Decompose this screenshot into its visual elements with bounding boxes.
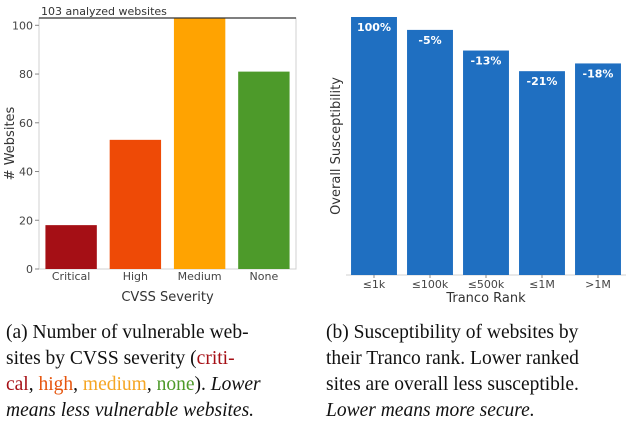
caption-b-line1: (b) Susceptibility of websites by	[326, 322, 579, 343]
bar-rank	[463, 50, 509, 275]
y-axis-title: Overall Susceptibility	[329, 77, 344, 215]
caption-b-line4: Lower means more secure.	[326, 398, 579, 424]
bar-critical	[45, 225, 97, 269]
caption-a-text: sites by CVSS severity (	[6, 348, 197, 369]
bar-none	[238, 71, 290, 269]
caption-a-italic-end: means less vulnerable websites.	[6, 400, 255, 421]
caption-a-line2: sites by CVSS severity (criti-	[6, 346, 261, 372]
annotation-label: 103 analyzed websites	[41, 5, 167, 18]
caption-a-line1: (a) Number of vulnerable web-	[6, 322, 249, 343]
data-label: -5%	[418, 34, 441, 47]
x-tick-label: None	[250, 270, 279, 283]
x-axis-title: CVSS Severity	[121, 290, 214, 305]
caption-a-medium: medium	[82, 374, 147, 395]
bar-rank	[351, 17, 397, 275]
bar-rank	[407, 29, 453, 276]
x-axis-title: Tranco Rank	[445, 291, 526, 306]
caption-a-sep: ,	[28, 374, 39, 395]
x-tick-label: ≤1M	[529, 278, 555, 291]
y-axis-title: # Websites	[3, 106, 18, 180]
x-tick-label: ≤500k	[468, 278, 505, 291]
x-tick-label: High	[123, 270, 148, 283]
caption-b-italic: Lower means more secure.	[326, 400, 535, 421]
caption-a-none: none	[156, 374, 195, 395]
data-label: -18%	[583, 67, 614, 80]
caption-a-high: high	[38, 374, 74, 395]
data-label: -21%	[527, 75, 558, 88]
x-tick-label: >1M	[585, 278, 611, 291]
chart-vulnerable-by-severity: 0 20 40 60 80 100 Critical High Medium None 103 an…	[3, 5, 297, 305]
caption-b: (b) Susceptibility of websites by their …	[326, 320, 579, 424]
y-tick-label: 0	[26, 263, 33, 276]
x-tick-label: ≤1k	[363, 278, 386, 291]
x-tick-label: Critical	[52, 270, 90, 283]
caption-b-line2: their Tranco rank. Lower ranked	[326, 348, 579, 369]
caption-a-italic: Lower	[210, 374, 261, 395]
y-tick-label: 20	[19, 214, 33, 227]
data-label: -13%	[471, 55, 502, 68]
caption-a-text: ).	[194, 374, 211, 395]
y-tick-label: 80	[19, 68, 33, 81]
caption-a-line3: cal, high, medium, none). Lower	[6, 372, 261, 398]
y-tick-label: 40	[19, 166, 33, 179]
caption-a-critical: criti-	[196, 348, 235, 369]
bar-rank	[575, 63, 621, 275]
data-label: 100%	[357, 21, 391, 34]
bar-rank	[519, 71, 565, 276]
x-tick-label: ≤100k	[412, 278, 449, 291]
chart-susceptibility-by-rank: 100% ≤1k -5% ≤100k -13% ≤500k -21% ≤1M -18% >1M Tr…	[329, 17, 626, 306]
caption-a-critical-end: cal	[6, 374, 29, 395]
x-tick-label: Medium	[178, 270, 222, 283]
caption-a-line4: means less vulnerable websites.	[6, 398, 261, 424]
caption-a: (a) Number of vulnerable web- sites by C…	[6, 320, 261, 424]
caption-a-sep: ,	[146, 374, 157, 395]
y-tick-label: 100	[12, 19, 33, 32]
caption-b-line3: sites are overall less susceptible.	[326, 374, 579, 395]
caption-a-sep: ,	[73, 374, 83, 395]
y-tick-label: 60	[19, 117, 33, 130]
bar-medium	[173, 18, 226, 269]
bar-high	[109, 139, 162, 269]
